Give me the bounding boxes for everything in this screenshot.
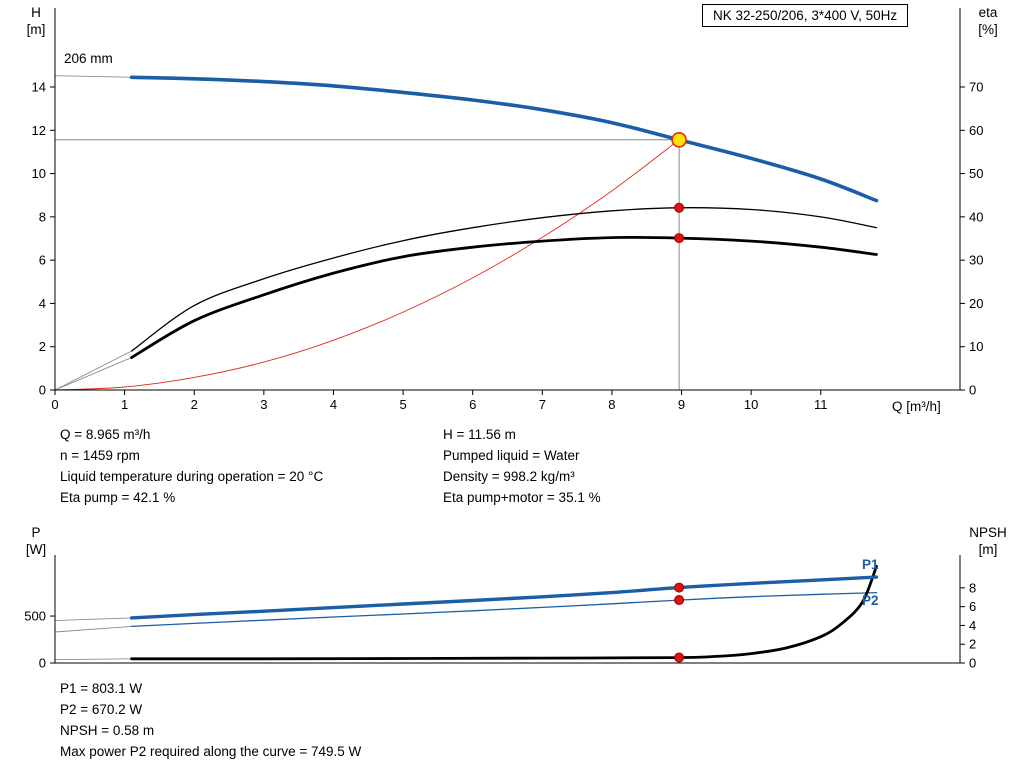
y-right-tick-label: 8 (969, 580, 976, 595)
h-axis-title: H [m] (16, 4, 56, 38)
y-right-tick-label: 2 (969, 637, 976, 652)
head-curve-206mm (129, 75, 879, 203)
p1-power-curve (129, 575, 879, 620)
y-right-tick-label: 20 (969, 296, 983, 311)
p1-curve-label: P1 (862, 557, 879, 572)
info-speed: n = 1459 rpm (60, 448, 140, 463)
y-left-tick-label: 0 (39, 383, 46, 398)
y-right-tick-label: 60 (969, 123, 983, 138)
x-tick-label: 11 (814, 397, 828, 412)
info-p1: P1 = 803.1 W (60, 681, 143, 696)
p1-extension (54, 617, 133, 622)
info-head: H = 11.56 m (443, 427, 516, 442)
eta-axis-symbol: eta (978, 5, 998, 20)
eta-pump-point (674, 202, 685, 213)
p2-extension (54, 625, 133, 633)
eta-pump-motor-curve (130, 235, 878, 359)
y-left-tick-label: 0 (39, 656, 46, 671)
info-npsh: NPSH = 0.58 m (60, 723, 155, 738)
p1-point (674, 582, 685, 593)
info-density: Density = 998.2 kg/m³ (443, 469, 575, 484)
info-liquid-temperature: Liquid temperature during operation = 20… (60, 469, 324, 484)
eta-pump-motor-point (674, 233, 685, 244)
h-axis-symbol: H (31, 5, 41, 20)
h-axis-unit: [m] (26, 22, 46, 37)
y-right-tick-label: 30 (969, 253, 983, 268)
y-right-tick-label: 6 (969, 599, 976, 614)
pump-title-box: NK 32-250/206, 3*400 V, 50Hz (702, 4, 909, 27)
p-axis-unit: [W] (25, 542, 47, 557)
p2-power-curve (130, 591, 878, 628)
x-tick-label: 10 (744, 397, 758, 412)
y-left-tick-label: 14 (32, 79, 46, 94)
p2-curve-label: P2 (862, 593, 879, 608)
y-left-tick-label: 500 (24, 609, 46, 624)
eta-pump-motor-extension (54, 357, 133, 391)
eta-axis-title: eta [%] (964, 4, 1012, 38)
system-curve (54, 139, 680, 391)
y-right-tick-label: 70 (969, 79, 983, 94)
x-tick-label: 1 (121, 397, 128, 412)
y-right-tick-label: 4 (969, 618, 976, 633)
npsh-curve (130, 564, 878, 661)
info-max-power-p2: Max power P2 required along the curve = … (60, 744, 362, 759)
x-tick-label: 8 (608, 397, 615, 412)
impeller-diameter-label: 206 mm (64, 51, 113, 66)
npsh-axis-unit: [m] (978, 542, 998, 557)
power-info-block: P1 = 803.1 W P2 = 670.2 W NPSH = 0.58 m … (60, 678, 361, 762)
y-left-tick-label: 4 (39, 296, 46, 311)
x-tick-label: 4 (330, 397, 337, 412)
y-right-tick-label: 40 (969, 209, 983, 224)
x-tick-label: 7 (539, 397, 546, 412)
npsh-axis-symbol: NPSH (969, 525, 1007, 540)
power-npsh-chart: 0 500 0 2 4 6 8 (24, 555, 976, 671)
info-pumped-liquid: Pumped liquid = Water (443, 448, 580, 463)
x-tick-label: 0 (51, 397, 58, 412)
y-left-tick-label: 6 (39, 253, 46, 268)
x-tick-label: 6 (469, 397, 476, 412)
p-axis-title: P [W] (16, 524, 56, 558)
x-tick-label: 2 (191, 397, 198, 412)
duty-point (671, 132, 687, 148)
head-extension (54, 75, 133, 78)
y-right-tick-label: 0 (969, 383, 976, 398)
y-left-tick-label: 2 (39, 339, 46, 354)
pump-title: NK 32-250/206, 3*400 V, 50Hz (713, 8, 898, 23)
y-left-tick-label: 10 (32, 166, 46, 181)
eta-pump-curve (130, 207, 878, 352)
info-eta-pump-motor: Eta pump+motor = 35.1 % (443, 490, 601, 505)
y-right-tick-label: 10 (969, 339, 983, 354)
y-left-tick-label: 8 (39, 209, 46, 224)
duty-info-block: Q = 8.965 m³/h n = 1459 rpm Liquid tempe… (60, 424, 601, 508)
x-tick-label: 3 (260, 397, 267, 412)
eta-axis-unit: [%] (978, 22, 998, 37)
x-tick-label: 5 (399, 397, 406, 412)
info-flow: Q = 8.965 m³/h (60, 427, 151, 442)
eta-pump-extension (54, 350, 133, 391)
x-tick-label: 9 (678, 397, 685, 412)
y-right-tick-label: 50 (969, 166, 983, 181)
info-eta-pump: Eta pump = 42.1 % (60, 490, 176, 505)
p-axis-symbol: P (31, 525, 41, 540)
info-p2: P2 = 670.2 W (60, 702, 143, 717)
npsh-point (674, 652, 685, 663)
p2-point (674, 595, 685, 606)
duty-info-left-column: Q = 8.965 m³/h n = 1459 rpm Liquid tempe… (60, 424, 443, 508)
npsh-extension (54, 658, 133, 661)
npsh-axis-title: NPSH [m] (960, 524, 1016, 558)
y-left-tick-label: 12 (32, 123, 46, 138)
duty-info-right-column: H = 11.56 m Pumped liquid = Water Densit… (443, 424, 601, 508)
q-axis-title: Q [m³/h] (892, 399, 941, 414)
y-right-tick-label: 0 (969, 656, 976, 671)
